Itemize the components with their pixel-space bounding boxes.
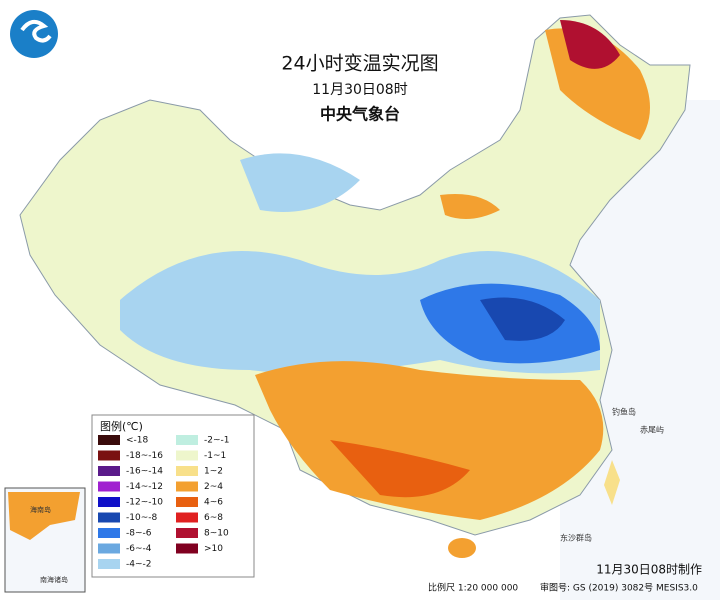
legend-label: 2~4: [204, 482, 223, 492]
legend-swatch: [98, 466, 120, 476]
legend-label: >10: [204, 544, 223, 554]
legend-label: -18~-16: [126, 451, 163, 461]
legend-label: -16~-14: [126, 467, 163, 477]
map-label: 东沙群岛: [560, 533, 592, 543]
legend-title: 图例(℃): [100, 419, 143, 433]
legend-swatch: [176, 435, 198, 445]
legend-swatch: [98, 512, 120, 523]
legend-label: -12~-10: [126, 498, 163, 508]
map-label: 赤尾屿: [640, 426, 664, 435]
legend-label: -8~-6: [126, 529, 152, 539]
legend-label: 6~8: [204, 513, 223, 523]
approval: 审图号: GS (2019) 3082号 MESIS3.0: [540, 582, 698, 594]
legend-swatch: [98, 450, 120, 461]
legend-label: -6~-4: [126, 544, 152, 554]
map-label: 钓鱼岛: [612, 407, 636, 417]
legend-swatch: [176, 466, 198, 476]
legend-label: -1~1: [204, 451, 226, 461]
scale: 比例尺 1:20 000 000: [428, 582, 518, 594]
legend-label: <-18: [126, 436, 149, 446]
legend-label: -2~-1: [204, 436, 230, 446]
legend-swatch: [176, 512, 198, 523]
china-map: [19, 14, 691, 558]
legend-swatch: [176, 481, 198, 492]
map-title: 24小时变温实况图: [281, 53, 438, 75]
legend-label: -4~-2: [126, 560, 152, 570]
legend: 图例(℃) <-18 -18~-16 -16~-14 -14~-12 -12~-10 -1…: [91, 414, 255, 578]
legend-swatch: [176, 450, 198, 461]
legend-label: 8~10: [204, 529, 229, 539]
legend-swatch: [98, 528, 120, 538]
legend-swatch: [98, 481, 120, 492]
legend-swatch: [98, 543, 120, 554]
legend-swatch: [98, 435, 120, 445]
map-label: 南海诸岛: [40, 575, 68, 584]
legend-label: 1~2: [204, 467, 223, 477]
logo: [10, 10, 58, 58]
legend-label: -14~-12: [126, 482, 163, 492]
legend-swatch: [98, 497, 120, 507]
legend-swatch: [176, 497, 198, 507]
legend-label: 4~6: [204, 498, 223, 508]
legend-swatch: [176, 528, 198, 538]
legend-swatch: [176, 543, 198, 554]
legend-label: -10~-8: [126, 513, 157, 523]
made-time: 11月30日08时制作: [596, 563, 702, 577]
legend-swatch: [98, 559, 120, 569]
inset-map: [4, 487, 86, 593]
map-label: 海南岛: [30, 505, 51, 514]
map-date: 11月30日08时: [312, 82, 407, 98]
agency: 中央气象台: [320, 105, 400, 124]
